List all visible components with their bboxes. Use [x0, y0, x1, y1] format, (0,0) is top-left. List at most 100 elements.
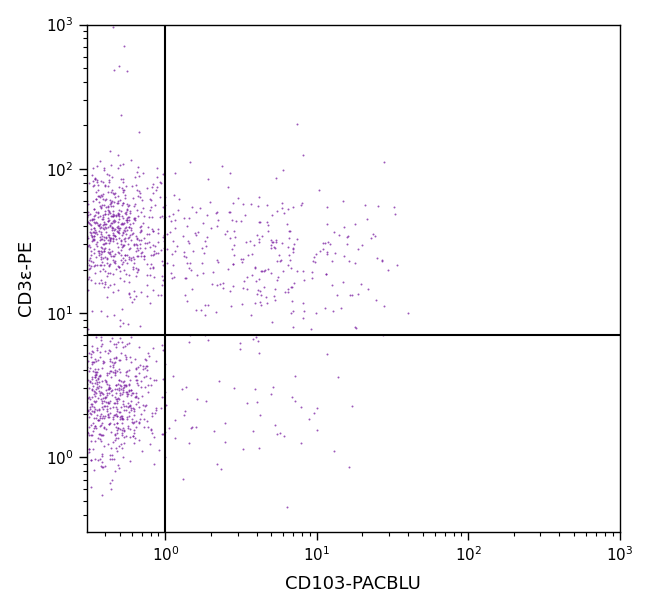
Point — [86, 246, 96, 256]
Point — [266, 389, 277, 399]
Point — [138, 233, 149, 243]
Point — [83, 241, 93, 251]
Point — [131, 231, 141, 241]
Point — [344, 290, 355, 300]
Point — [126, 405, 136, 415]
Point — [101, 377, 111, 387]
Point — [350, 257, 361, 267]
Point — [168, 371, 179, 381]
Point — [92, 410, 102, 420]
Point — [109, 371, 120, 381]
Point — [271, 173, 281, 182]
Point — [157, 340, 168, 350]
Point — [120, 193, 131, 203]
Point — [124, 412, 134, 422]
Point — [117, 178, 127, 187]
Point — [217, 278, 228, 288]
Point — [139, 406, 150, 415]
Point — [160, 453, 170, 462]
Point — [200, 242, 211, 251]
Point — [135, 221, 146, 231]
Point — [111, 342, 122, 351]
Point — [98, 212, 108, 222]
Point — [109, 454, 120, 464]
Point — [89, 262, 99, 271]
Point — [99, 414, 110, 423]
Point — [339, 223, 350, 232]
Point — [94, 197, 105, 207]
Point — [101, 379, 112, 389]
Point — [103, 216, 113, 226]
Point — [118, 387, 128, 397]
Point — [151, 356, 162, 366]
Point — [114, 211, 124, 221]
Point — [181, 252, 191, 262]
Point — [225, 168, 235, 178]
Point — [292, 120, 302, 129]
Point — [133, 191, 143, 201]
Point — [283, 284, 293, 294]
Point — [116, 431, 127, 440]
Point — [89, 268, 99, 278]
Point — [254, 348, 265, 358]
Point — [86, 275, 96, 285]
Point — [104, 206, 114, 215]
Point — [92, 374, 103, 384]
Point — [90, 404, 100, 414]
Point — [82, 362, 92, 371]
Point — [159, 392, 169, 402]
Point — [113, 393, 124, 403]
Point — [82, 409, 92, 419]
Point — [325, 239, 335, 249]
Point — [92, 177, 102, 187]
Point — [99, 246, 109, 256]
Point — [184, 337, 194, 347]
Point — [120, 341, 131, 351]
Point — [315, 246, 325, 256]
Point — [105, 196, 116, 206]
Point — [117, 200, 127, 210]
Point — [118, 187, 128, 197]
Point — [109, 340, 119, 350]
Point — [205, 196, 215, 206]
Point — [111, 226, 122, 236]
Point — [261, 298, 272, 307]
Point — [379, 301, 389, 311]
Point — [91, 396, 101, 406]
Point — [142, 222, 153, 232]
Point — [168, 237, 178, 246]
Point — [170, 223, 180, 232]
Point — [117, 218, 127, 228]
Point — [187, 284, 197, 293]
Point — [158, 275, 168, 285]
Point — [117, 243, 127, 253]
Point — [100, 252, 110, 262]
Point — [118, 240, 129, 250]
Point — [216, 161, 227, 171]
Point — [314, 185, 324, 195]
Point — [107, 218, 118, 228]
Point — [151, 182, 162, 192]
Point — [144, 229, 154, 239]
Point — [182, 296, 192, 306]
Point — [122, 370, 132, 380]
Point — [196, 243, 207, 253]
Point — [178, 231, 188, 241]
Point — [89, 357, 99, 367]
Point — [118, 198, 128, 208]
Point — [107, 402, 118, 412]
Point — [122, 412, 132, 422]
Point — [110, 188, 120, 198]
Point — [111, 381, 122, 390]
Point — [86, 306, 97, 315]
Point — [142, 280, 153, 290]
Point — [162, 245, 172, 254]
Point — [94, 429, 105, 439]
Point — [215, 279, 226, 289]
Point — [108, 210, 118, 220]
Y-axis label: CD3ε-PE: CD3ε-PE — [17, 240, 34, 317]
Point — [144, 237, 154, 247]
Point — [109, 365, 120, 375]
Point — [159, 213, 170, 223]
Point — [115, 424, 125, 434]
